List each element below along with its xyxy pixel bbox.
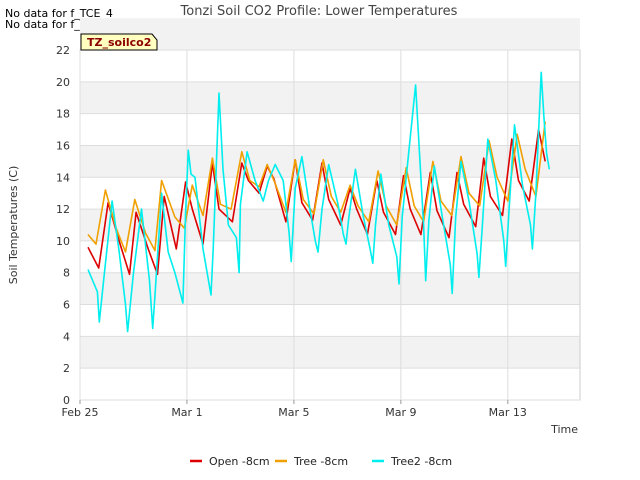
y-tick-label: 18: [56, 108, 70, 121]
y-tick-label: 12: [56, 203, 70, 216]
legend: Open -8cm Tree -8cm Tree2 -8cm: [190, 455, 452, 468]
x-tick-label: Mar 5: [278, 406, 309, 419]
badge-shape: [80, 33, 158, 51]
x-tick-label: Feb 25: [62, 406, 99, 419]
y-tick-label: 0: [63, 394, 70, 407]
y-tick-label: 6: [63, 299, 70, 312]
y-tick-label: 2: [63, 362, 70, 375]
y-axis: 0 2 4 6 8 10 12 14 16 18 20 22: [56, 44, 580, 407]
x-axis: Feb 25 Mar 1 Mar 5 Mar 9 Mar 13: [62, 50, 527, 419]
grid-band: [80, 209, 580, 241]
x-tick-label: Mar 13: [489, 406, 527, 419]
series-lines: [87, 71, 551, 333]
grid-band: [80, 18, 580, 50]
y-tick-label: 4: [63, 330, 70, 343]
y-tick-label: 8: [63, 267, 70, 280]
y-tick-label: 10: [56, 235, 70, 248]
x-axis-label: Time: [550, 423, 578, 436]
y-tick-label: 16: [56, 139, 70, 152]
legend-item-label: Open -8cm: [209, 455, 270, 468]
y-tick-label: 14: [56, 171, 70, 184]
y-tick-label: 20: [56, 76, 70, 89]
legend-item-label: Tree -8cm: [293, 455, 348, 468]
grid-band: [80, 272, 580, 305]
no-data-note-tce4: No data for f_TCE_4: [5, 7, 113, 20]
series-line-tree2-8cm: [87, 71, 551, 333]
y-tick-label: 22: [56, 44, 70, 57]
series-line-tree-8cm: [87, 121, 546, 253]
x-tick-label: Mar 1: [171, 406, 202, 419]
tz-soilco2-badge: TZ_soilco2: [80, 33, 158, 51]
x-tick-label: Mar 9: [385, 406, 416, 419]
y-axis-label: Soil Temperatures (C): [7, 166, 20, 285]
badge-label: TZ_soilco2: [87, 36, 151, 49]
grid-band: [80, 81, 580, 114]
legend-item-label: Tree2 -8cm: [390, 455, 452, 468]
grid-band: [80, 336, 580, 369]
chart-title: Tonzi Soil CO2 Profile: Lower Temperatur…: [180, 4, 458, 19]
